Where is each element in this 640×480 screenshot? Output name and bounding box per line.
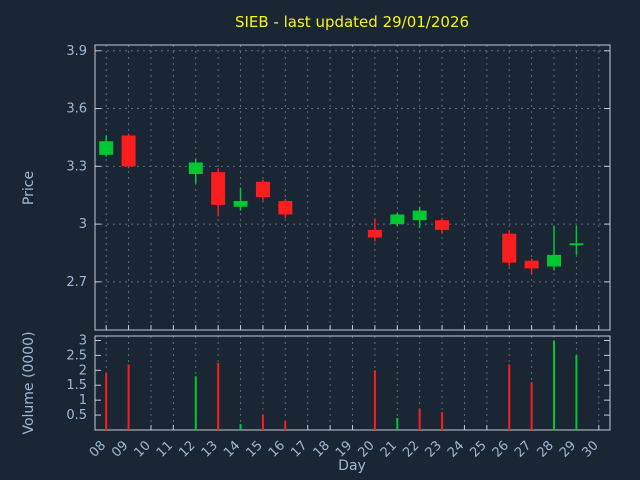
day-tick-label: 12	[176, 438, 198, 460]
volume-bar	[396, 418, 399, 430]
day-tick-label: 18	[311, 438, 333, 460]
day-tick-label: 30	[579, 438, 601, 460]
day-tick-label: 10	[131, 438, 153, 460]
price-axis-label: Price	[21, 171, 37, 205]
candlestick	[211, 168, 226, 217]
volume-bar	[508, 364, 511, 430]
candlestick	[255, 179, 270, 201]
volume-bar	[105, 373, 108, 430]
day-tick-label: 29	[557, 438, 579, 460]
volume-bar	[284, 421, 287, 430]
volume-bar	[441, 412, 444, 430]
day-tick-label: 17	[288, 438, 310, 460]
candlestick	[390, 212, 405, 227]
volume-tick-label: 1	[79, 393, 87, 408]
day-tick-label: 13	[199, 438, 221, 460]
volume-series	[105, 340, 578, 430]
volume-bar	[239, 424, 242, 430]
day-tick-label: 11	[154, 438, 176, 460]
volume-tick-label: 0.5	[66, 408, 87, 423]
candlestick	[524, 258, 539, 275]
candlestick-series	[99, 133, 584, 275]
price-tick-label: 2.7	[66, 275, 87, 290]
candlestick	[367, 218, 382, 242]
volume-bar	[127, 364, 130, 430]
volume-tick-label: 2	[79, 363, 87, 378]
gridlines	[95, 45, 610, 430]
x-axis-label: Day	[338, 458, 366, 474]
price-tick-label: 3.9	[66, 44, 87, 59]
candlestick	[569, 226, 584, 255]
day-tick-label: 28	[535, 438, 557, 460]
price-tick-label: 3	[79, 217, 87, 232]
volume-tick-label: 3	[79, 333, 87, 348]
price-tick-label: 3.3	[66, 159, 87, 174]
day-tick-label: 23	[423, 438, 445, 460]
volume-bar	[217, 362, 220, 430]
day-tick-label: 16	[266, 438, 288, 460]
day-tick-label: 22	[400, 438, 422, 460]
candlestick	[233, 187, 248, 211]
day-tick-label: 25	[467, 438, 489, 460]
volume-tick-label: 1.5	[66, 378, 87, 393]
candlestick	[121, 133, 136, 169]
day-tick-label: 27	[512, 438, 534, 460]
volume-bar	[194, 376, 197, 430]
candlestick	[435, 218, 450, 234]
volume-bar	[373, 370, 376, 430]
candlestick	[99, 135, 114, 157]
volume-bar	[418, 409, 421, 430]
volume-bar	[575, 355, 578, 430]
volume-bar	[261, 415, 264, 430]
price-tick-label: 3.6	[66, 102, 87, 117]
day-tick-label: 09	[109, 438, 131, 460]
candlestick	[412, 206, 427, 228]
volume-bar	[553, 340, 556, 430]
volume-bar	[530, 382, 533, 430]
day-tick-label: 15	[243, 438, 265, 460]
candlestick	[188, 158, 203, 184]
day-tick-label: 24	[445, 438, 467, 460]
day-tick-label: 08	[87, 438, 109, 460]
day-tick-label: 26	[490, 438, 512, 460]
chart-title: SIEB - last updated 29/01/2026	[235, 13, 469, 31]
candlestick	[502, 229, 517, 267]
day-tick-label: 14	[221, 438, 243, 460]
candlestick	[278, 199, 293, 219]
day-tick-label: 21	[378, 438, 400, 460]
volume-tick-label: 2.5	[66, 348, 87, 363]
candlestick	[547, 226, 562, 271]
volume-axis-label: Volume (0000)	[21, 331, 37, 434]
